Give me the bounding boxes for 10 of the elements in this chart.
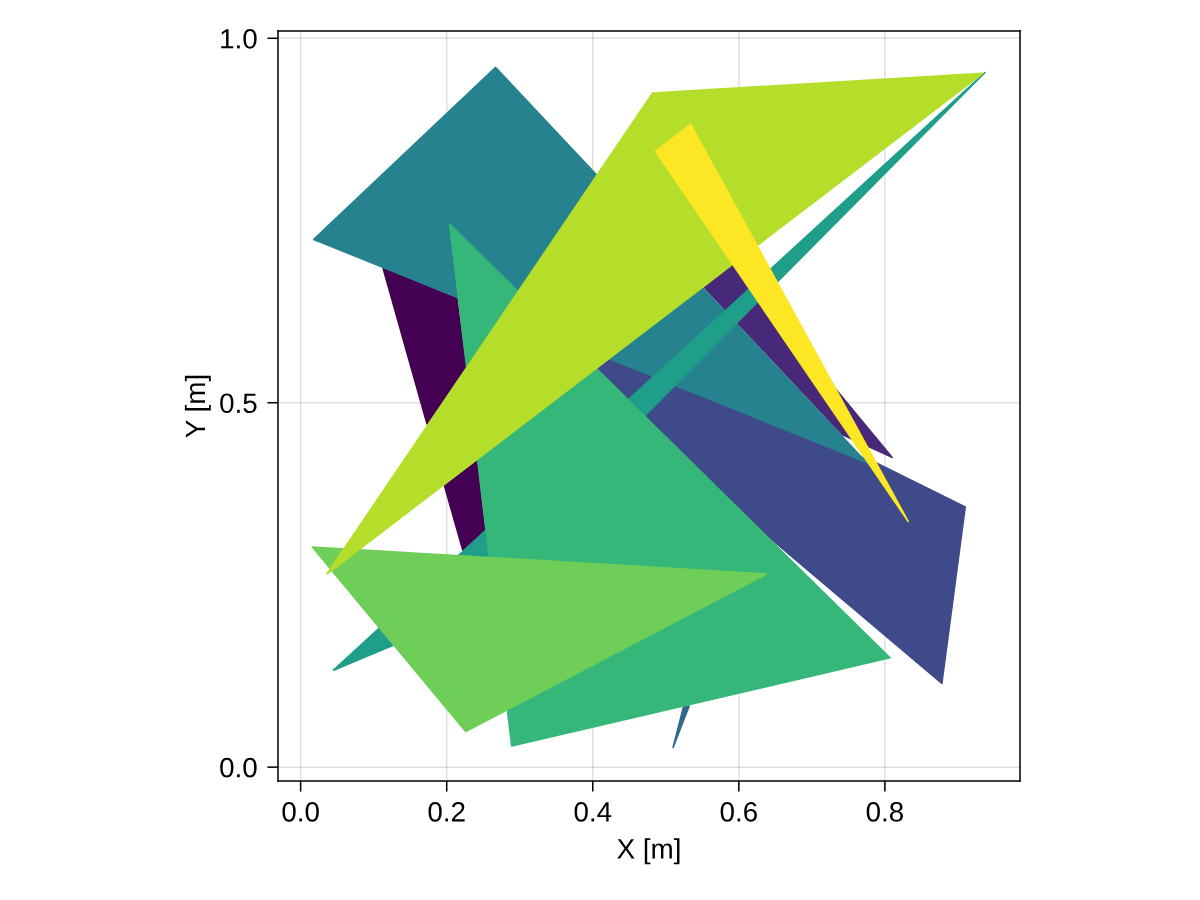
x-tick-label: 0.0: [282, 802, 319, 822]
x-tick-label: 0.2: [428, 802, 465, 822]
y-tick-label: 0.0: [220, 757, 257, 778]
x-axis-title: X [m]: [617, 838, 680, 865]
y-tick-label: 0.5: [220, 393, 257, 414]
x-tick-label: 0.8: [866, 802, 903, 822]
y-tick-label: 1.0: [221, 28, 257, 49]
x-tick-label: 0.4: [574, 802, 612, 822]
x-tick-label: 0.6: [720, 802, 757, 822]
y-axis-title: Y [m]: [184, 375, 211, 438]
